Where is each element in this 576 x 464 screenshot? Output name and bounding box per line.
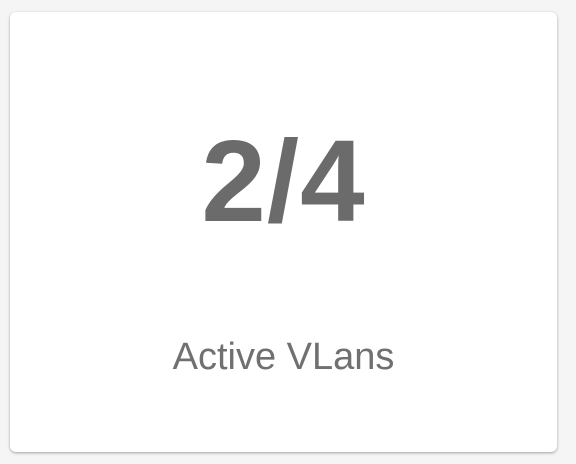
active-vlans-card: 2/4 Active VLans [10,12,557,452]
active-vlans-count: 2/4 [201,116,366,246]
active-vlans-label: Active VLans [172,336,395,378]
